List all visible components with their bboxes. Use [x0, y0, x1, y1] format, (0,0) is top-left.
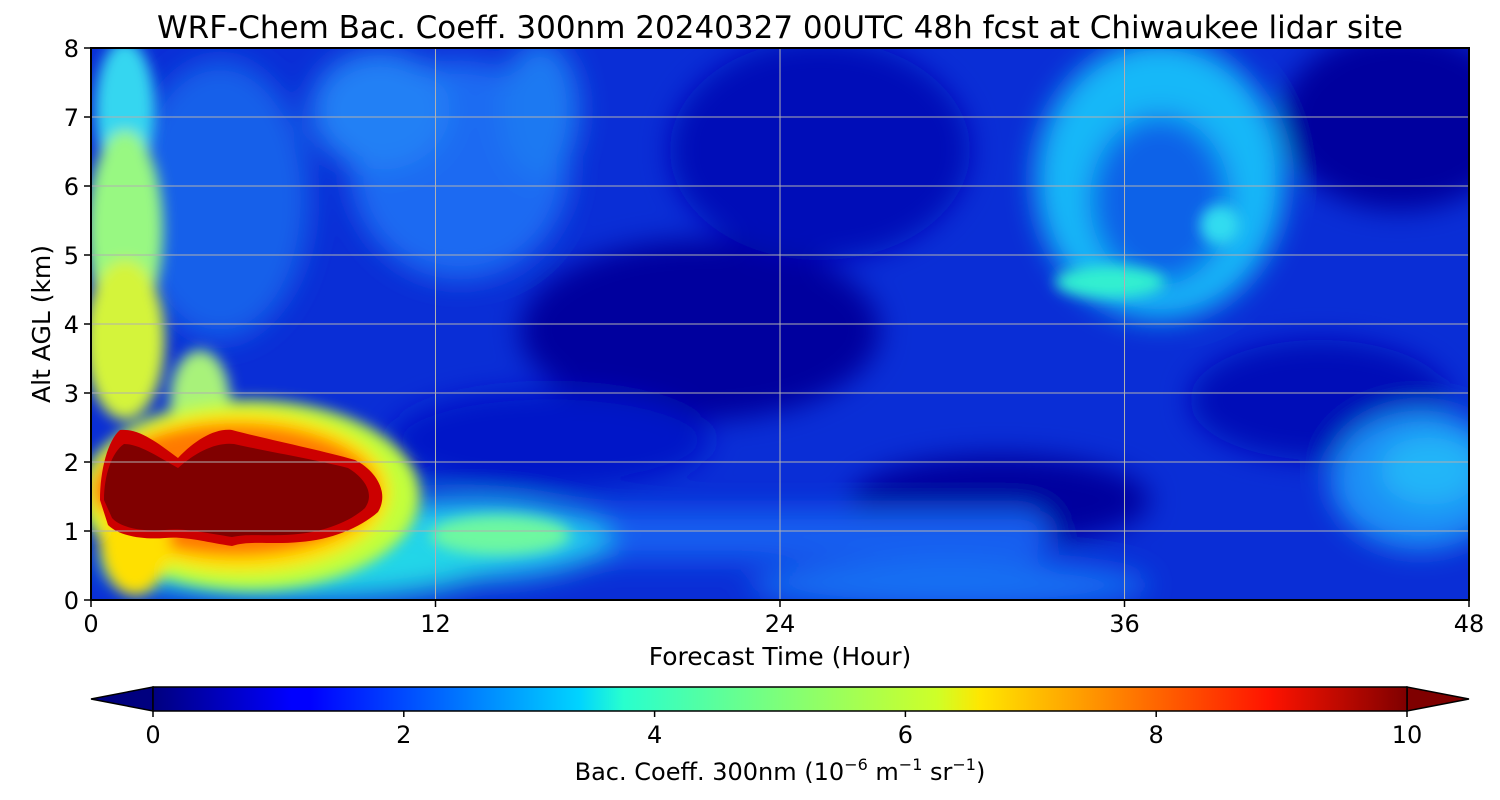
- field-low-plume-max: [430, 515, 570, 555]
- colorbar-label: Bac. Coeff. 300nm (10−6 m−1 sr−1): [575, 755, 986, 786]
- field-low-region: [520, 240, 880, 420]
- y-tick-label: 1: [64, 518, 79, 546]
- colorbar-under-extend: [90, 686, 154, 712]
- field-late-layer: [1380, 435, 1469, 505]
- y-tick-label: 3: [64, 380, 79, 408]
- y-axis: 0 1 2 3 4 5 6 7 8: [64, 35, 91, 615]
- colorbar: 0 2 4 6 8 10 Bac. Coeff. 300nm (10−6 m−1 sr−1…: [90, 686, 1470, 786]
- y-tick-label: 4: [64, 311, 79, 339]
- colorbar-over-extend: [1406, 686, 1470, 712]
- field-low-region: [670, 48, 970, 260]
- field-saturated-core: [104, 443, 369, 537]
- colorbar-tick-label: 8: [1149, 721, 1164, 749]
- y-tick-label: 8: [64, 35, 79, 63]
- y-tick-label: 7: [64, 104, 79, 132]
- y-tick-label: 6: [64, 173, 79, 201]
- colorbar-tick-label: 0: [145, 721, 160, 749]
- x-tick-label: 12: [420, 610, 451, 638]
- field-ring-max: [1055, 266, 1165, 298]
- y-tick-label: 5: [64, 242, 79, 270]
- x-axis: 0 12 24 36 48: [83, 600, 1484, 638]
- field-upper-plume: [500, 48, 580, 180]
- y-axis-label: Alt AGL (km): [27, 245, 56, 403]
- field-low-region: [1280, 48, 1469, 210]
- colorbar-tick-label: 6: [898, 721, 913, 749]
- colorbar-bar: [152, 686, 1408, 712]
- colorbar-ticks: 0 2 4 6 8 10: [145, 711, 1422, 749]
- x-tick-label: 36: [1109, 610, 1140, 638]
- field-low-region: [390, 390, 710, 490]
- x-tick-label: 0: [83, 610, 98, 638]
- x-tick-label: 48: [1454, 610, 1485, 638]
- y-tick-label: 2: [64, 449, 79, 477]
- colorbar-tick-label: 2: [396, 721, 411, 749]
- colorbar-tick-label: 4: [647, 721, 662, 749]
- x-tick-label: 24: [765, 610, 796, 638]
- field-upper-ring: [1090, 115, 1230, 285]
- colorbar-tick-label: 10: [1392, 721, 1423, 749]
- y-tick-label: 0: [64, 587, 79, 615]
- field-upper-plume: [130, 60, 310, 340]
- chart-title: WRF-Chem Bac. Coeff. 300nm 20240327 00UT…: [157, 10, 1403, 46]
- field-low-layer: [750, 560, 1150, 600]
- field-column: [91, 260, 165, 420]
- field-upper-plume: [310, 50, 450, 170]
- x-axis-label: Forecast Time (Hour): [649, 642, 912, 671]
- field-ring-max: [1200, 205, 1240, 245]
